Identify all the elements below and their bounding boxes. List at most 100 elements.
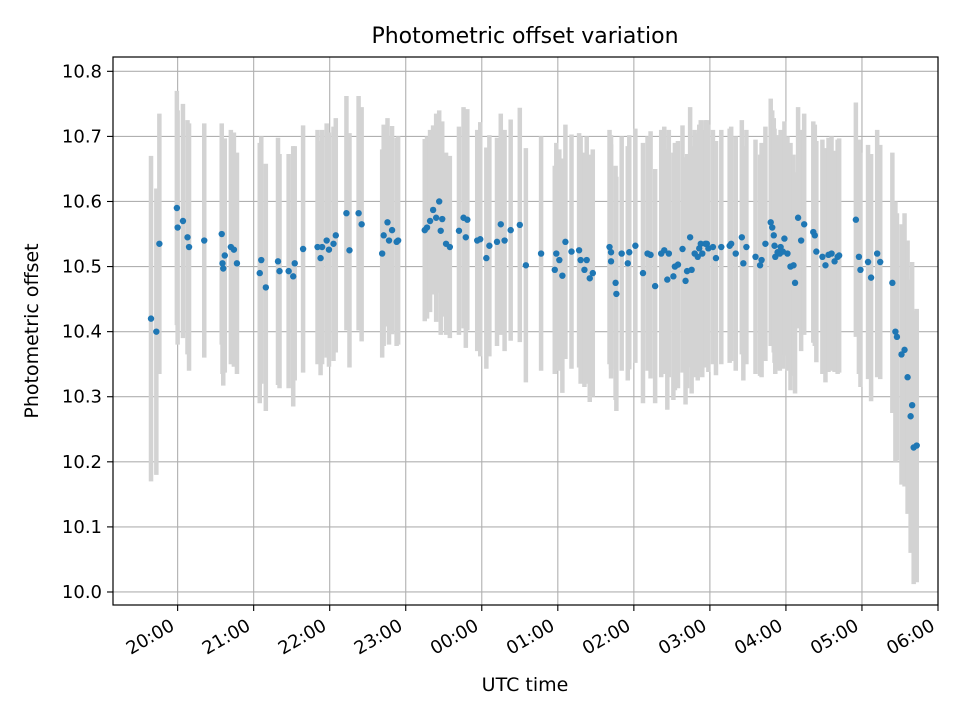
data-point: [325, 246, 333, 253]
data-point: [388, 226, 396, 234]
data-point: [665, 250, 673, 257]
data-point: [290, 273, 297, 280]
data-point: [522, 262, 530, 269]
data-point: [794, 214, 802, 221]
data-point: [901, 346, 908, 354]
y-tick-label: 10.8: [62, 61, 102, 82]
data-point: [221, 252, 228, 259]
data-point: [709, 243, 717, 251]
data-point: [462, 234, 470, 241]
data-point: [385, 237, 393, 244]
data-point: [581, 266, 588, 274]
data-point: [483, 254, 490, 262]
data-point: [276, 267, 283, 275]
data-point: [256, 269, 263, 277]
data-point: [898, 351, 905, 358]
data-point: [423, 224, 431, 231]
data-point: [784, 250, 791, 257]
data-point: [153, 328, 160, 335]
data-point: [285, 267, 292, 275]
y-tick-label: 10.5: [62, 257, 102, 278]
data-point: [612, 279, 619, 287]
data-point: [624, 260, 631, 267]
data-point: [568, 248, 575, 255]
data-point: [743, 243, 750, 251]
y-tick-label: 10.1: [62, 517, 102, 538]
data-point: [688, 266, 695, 274]
data-point: [173, 204, 181, 212]
data-point: [577, 256, 584, 264]
data-point: [790, 262, 797, 269]
data-point: [892, 328, 899, 335]
data-point: [464, 216, 471, 223]
data-point: [664, 276, 671, 283]
data-point: [852, 216, 860, 223]
data-point: [516, 221, 523, 229]
data-point: [712, 254, 720, 262]
plot-frame: [112, 56, 939, 606]
data-point: [855, 253, 863, 261]
data-point: [477, 236, 484, 243]
data-point: [822, 262, 829, 269]
data-point: [346, 247, 353, 254]
data-point: [330, 240, 337, 247]
data-point: [686, 234, 694, 241]
data-point: [384, 219, 391, 226]
y-tick-label: 10.7: [62, 126, 102, 147]
data-point: [439, 215, 446, 223]
data-point: [732, 250, 739, 257]
data-point: [559, 272, 566, 279]
data-point: [437, 227, 444, 234]
y-tick-label: 10.0: [62, 582, 102, 603]
data-point: [435, 198, 443, 205]
data-point: [497, 221, 504, 228]
data-point: [718, 243, 725, 251]
data-point: [507, 226, 514, 234]
data-point: [811, 232, 819, 239]
data-point: [770, 232, 777, 239]
data-point: [553, 250, 560, 257]
data-point: [358, 221, 365, 228]
data-point: [156, 240, 163, 247]
chart-title: Photometric offset variation: [371, 24, 678, 49]
data-point: [220, 265, 227, 272]
data-point: [501, 237, 508, 244]
data-point: [800, 221, 808, 228]
data-point: [697, 240, 704, 247]
data-point: [769, 224, 776, 231]
data-point: [647, 251, 654, 259]
data-point: [613, 290, 620, 298]
y-tick-label: 10.4: [62, 322, 102, 343]
data-point: [378, 250, 386, 257]
y-tick-label: 10.3: [62, 387, 102, 408]
data-point: [727, 240, 735, 247]
data-point: [699, 250, 706, 257]
data-point: [432, 214, 440, 221]
data-point: [767, 219, 774, 226]
data-point: [661, 247, 668, 254]
data-point: [556, 256, 563, 264]
data-point: [893, 333, 901, 341]
data-point: [233, 260, 241, 267]
data-point: [343, 209, 350, 217]
data-point: [694, 253, 701, 261]
data-point: [583, 256, 590, 264]
data-point: [486, 242, 493, 249]
data-point: [201, 237, 208, 244]
data-point: [813, 248, 820, 255]
data-point: [835, 252, 843, 259]
data-point: [877, 258, 884, 266]
data-point: [299, 245, 307, 253]
data-point: [262, 284, 270, 291]
data-point: [562, 238, 569, 246]
data-point: [791, 279, 799, 287]
data-point: [679, 245, 686, 253]
data-point: [184, 234, 191, 241]
data-point: [907, 413, 914, 420]
data-point: [857, 266, 864, 274]
data-point: [179, 217, 187, 225]
data-point: [355, 209, 362, 217]
data-point: [639, 269, 647, 277]
data-point: [380, 232, 387, 239]
data-point: [771, 242, 778, 249]
